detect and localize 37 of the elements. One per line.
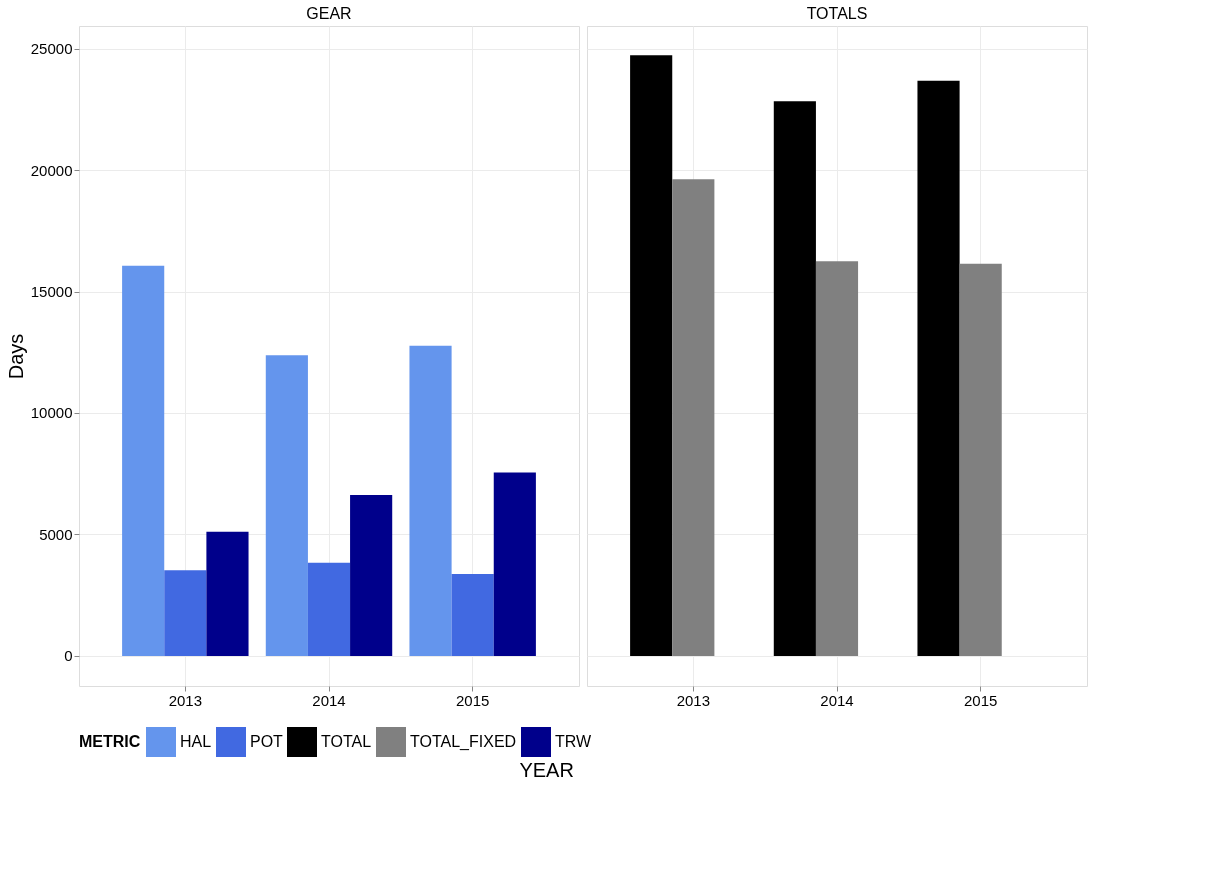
bar bbox=[122, 265, 165, 656]
x-tick-label: 2014 bbox=[820, 691, 854, 709]
bar bbox=[307, 562, 351, 656]
y-tick-label: 25000 bbox=[30, 40, 73, 58]
bar bbox=[265, 355, 308, 656]
bar bbox=[630, 55, 673, 656]
y-tick-label: 0 bbox=[64, 647, 73, 665]
legend-label: TOTAL_FIXED bbox=[410, 733, 517, 751]
bar bbox=[773, 101, 816, 656]
bar bbox=[164, 570, 207, 656]
x-tick-label: 2013 bbox=[676, 691, 711, 709]
y-tick-label: 10000 bbox=[30, 404, 73, 422]
x-tick-label: 2015 bbox=[963, 691, 998, 709]
y-tick-label: 15000 bbox=[30, 283, 73, 301]
bar bbox=[672, 179, 715, 656]
bar bbox=[917, 80, 960, 656]
bar bbox=[451, 574, 494, 656]
y-tick-label: 5000 bbox=[39, 525, 73, 543]
y-tick-label: 20000 bbox=[30, 161, 73, 179]
bar bbox=[815, 261, 859, 656]
bar bbox=[493, 472, 536, 656]
x-tick-label: 2014 bbox=[312, 691, 346, 709]
legend-label: POT bbox=[250, 733, 284, 750]
bar bbox=[409, 345, 452, 656]
chart-title: TOTALS bbox=[806, 5, 868, 22]
bar bbox=[959, 263, 1002, 656]
x-tick-label: 2013 bbox=[168, 691, 203, 709]
legend-label: TRW bbox=[555, 733, 593, 750]
legend-label: HAL bbox=[180, 733, 212, 750]
bar bbox=[350, 495, 393, 656]
x-axis-title: YEAR bbox=[519, 759, 574, 781]
chart-title: GEAR bbox=[306, 5, 352, 22]
x-tick-label: 2015 bbox=[455, 691, 490, 709]
y-axis-title: Days bbox=[4, 333, 27, 380]
legend-label: TOTAL bbox=[321, 733, 372, 750]
legend-title: METRIC bbox=[79, 733, 141, 750]
bar bbox=[206, 531, 249, 656]
